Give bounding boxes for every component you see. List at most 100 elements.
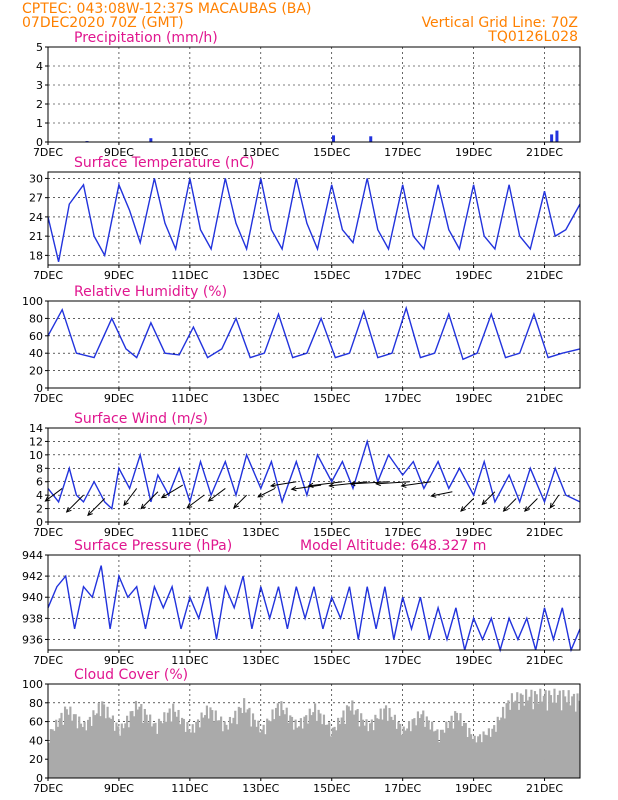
cloud-bar [177, 709, 180, 778]
cloud-bar [501, 706, 505, 778]
cloud-bar [273, 719, 276, 778]
y-tick-label: 12 [29, 435, 43, 448]
x-tick-label: 13DEC [242, 782, 279, 795]
y-tick-label: 0 [36, 772, 43, 785]
cloud-bar [147, 722, 150, 778]
cloud-bar [418, 717, 421, 778]
y-tick-label: 4 [36, 60, 43, 73]
cloud-bar [452, 728, 455, 778]
wind-arrow [270, 481, 297, 487]
cloud-bar [204, 715, 207, 778]
cloud-bar [555, 702, 558, 778]
cloud-bar [202, 717, 205, 778]
wind-arrow-head [269, 482, 277, 488]
cloud-bar [244, 712, 248, 778]
wind-arrow-head [400, 482, 407, 488]
cloud-bar [477, 736, 480, 778]
x-tick-label: 13DEC [242, 392, 279, 405]
cloud-bar [163, 712, 166, 778]
cloud-bar [223, 721, 226, 778]
cloud-bar [228, 716, 232, 778]
cloud-bar [471, 739, 474, 778]
x-tick-label: 19DEC [455, 392, 492, 405]
cloud-bar [79, 723, 83, 778]
wind-arrow-head [140, 503, 147, 510]
wind-arrow-head [290, 486, 297, 492]
cloud-bar [436, 729, 439, 778]
wind-arrow [257, 487, 276, 498]
cloud-bar [365, 719, 368, 778]
cloud-bar [340, 717, 343, 778]
cloud-bar [413, 718, 416, 778]
cloud-bar [87, 719, 90, 778]
wind-arrow-head [257, 492, 264, 498]
precip-bar [550, 134, 554, 142]
cloud-bar [220, 716, 223, 778]
cloud-bar [88, 716, 91, 778]
precip-title: Precipitation (mm/h) [74, 30, 218, 46]
cloud-bar [232, 717, 235, 778]
cloud-bar [90, 725, 93, 778]
cloud-bar [565, 702, 568, 778]
cloud-bar [372, 730, 375, 778]
x-tick-label: 21DEC [526, 392, 563, 405]
cloud-bar [572, 693, 576, 778]
cloud-bar [448, 721, 451, 778]
cloud-bar [138, 706, 141, 778]
precip-bar [149, 138, 153, 142]
cloud-bar [94, 715, 97, 778]
cloud-bar [122, 728, 125, 778]
cloud-bar [48, 742, 51, 778]
cloud-bar [329, 736, 333, 778]
cloud-bar [455, 712, 459, 778]
x-tick-label: 19DEC [455, 526, 492, 539]
cloud-bar [337, 717, 340, 778]
cloud-bar [319, 713, 322, 778]
wind-arrow-head [502, 506, 509, 512]
cloud-bar [349, 710, 352, 778]
header-location: CPTEC: 043:08W-12:37S MACAUBAS (BA) [22, 1, 311, 17]
cloud-bar [390, 716, 393, 778]
cloud-bar [175, 716, 178, 778]
y-tick-label: 30 [29, 172, 43, 185]
rh-title: Relative Humidity (%) [74, 284, 227, 300]
cloud-bar [576, 693, 579, 778]
wind-arrow [208, 488, 226, 502]
cloud-bar [172, 703, 175, 778]
x-tick-label: 7DEC [33, 526, 63, 539]
temp-frame [47, 171, 581, 266]
cloud-bar [296, 727, 299, 778]
cloud-frame [47, 683, 581, 779]
y-tick-label: 6 [36, 476, 43, 489]
cloud-bar [85, 730, 88, 778]
cloud-bar [193, 732, 196, 778]
y-tick-label: 944 [22, 549, 43, 562]
cloud-bar [76, 728, 79, 778]
wind-arrow-head [207, 496, 214, 502]
header-date: 07DEC2020 70Z (GMT) [22, 15, 184, 31]
cloud-bar [276, 703, 279, 778]
x-tick-label: 11DEC [171, 654, 208, 667]
pres-annotation: Model Altitude: 648.327 m [300, 538, 486, 554]
cloud-bar [510, 693, 514, 778]
cloud-bar [431, 721, 434, 778]
cloud-bar [429, 729, 432, 778]
cloud-bar [264, 734, 267, 778]
x-tick-label: 15DEC [313, 269, 350, 282]
cloud-bar [234, 710, 237, 778]
cloud-bar [53, 730, 56, 778]
x-tick-label: 15DEC [313, 146, 350, 159]
cloud-bar [549, 695, 553, 778]
cloud-bar [507, 700, 510, 778]
cloud-bar [241, 713, 244, 778]
cloud-bar [367, 731, 370, 778]
y-tick-label: 2 [36, 98, 43, 111]
cloud-bar [230, 723, 233, 778]
cloud-bar [484, 734, 487, 778]
cloud-bar [345, 705, 349, 778]
cloud-bar [439, 729, 443, 778]
cloud-bar [237, 706, 240, 778]
cloud-bar [97, 703, 100, 778]
x-tick-label: 17DEC [384, 654, 421, 667]
